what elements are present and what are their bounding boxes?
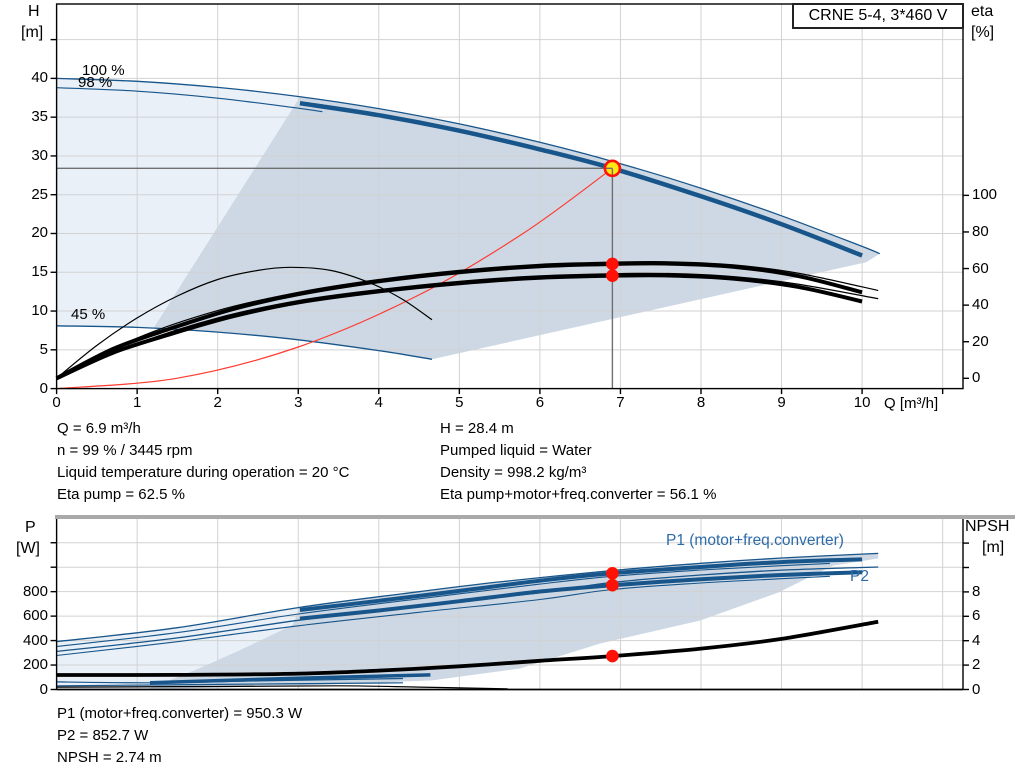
eta-axis-title: eta	[971, 3, 994, 20]
speed-98-label: 98 %	[78, 74, 113, 91]
curve-npsh-45pct	[56, 685, 508, 690]
tick-label: 40	[31, 69, 48, 87]
p2-point	[606, 578, 619, 592]
tick-label: 20	[972, 332, 989, 350]
tick-label: 15	[31, 263, 48, 281]
h-axis-unit: [m]	[21, 24, 44, 41]
tick-label: 100	[972, 186, 998, 204]
power-envelope-light	[56, 607, 300, 690]
curve-p1-45pct-duty	[149, 673, 431, 685]
curve-p1-100pct	[56, 552, 879, 643]
power-envelope-dark	[146, 553, 879, 690]
readout-npsh: NPSH = 2.74 m	[57, 749, 162, 766]
tick-label: 9	[777, 394, 786, 411]
tick-label: 7	[616, 394, 625, 411]
tick-label: 0	[39, 680, 48, 698]
curve-eta-pump	[55, 261, 863, 381]
tick-label: 10	[31, 302, 48, 320]
readout-head: H = 28.4 m	[440, 420, 514, 437]
tick-label: 0	[39, 379, 48, 397]
top-chart-frame	[55, 3, 964, 390]
tick-label: 600	[22, 607, 48, 625]
p1-curve-label: P1 (motor+freq.converter)	[666, 532, 844, 549]
readout-speed: n = 99 % / 3445 rpm	[57, 442, 193, 459]
tick-label: 1	[132, 394, 142, 411]
tick-label: 25	[31, 185, 48, 203]
tick-label: 8	[972, 582, 981, 600]
duty-point-ring	[603, 159, 622, 178]
readout-pumped-liquid: Pumped liquid = Water	[440, 442, 592, 459]
tick-label: 35	[31, 108, 48, 126]
tick-label: 0	[972, 369, 981, 387]
readout-eta-total: Eta pump+motor+freq.converter = 56.1 %	[440, 486, 717, 503]
curve-eta-45pct	[56, 266, 433, 379]
tick-label: 2	[213, 394, 222, 411]
npsh-point	[606, 649, 619, 663]
curve-head-45pct	[56, 325, 433, 360]
eta-total-point	[606, 269, 619, 282]
readout-q: Q = 6.9 m³/h	[57, 420, 141, 437]
readout-eta-pump: Eta pump = 62.5 %	[57, 486, 185, 503]
curve-p2-duty-99pct	[299, 570, 863, 621]
npsh-axis-title: NPSH	[965, 518, 1010, 535]
curve-p1-duty-99pct	[299, 557, 863, 612]
readout-liquid-temp: Liquid temperature during operation = 20…	[57, 464, 350, 481]
chart-separator	[55, 515, 1015, 519]
curve-eta-total	[55, 273, 863, 381]
tick-label: 10	[853, 394, 871, 411]
tick-label: 400	[22, 631, 48, 649]
speed-45-label: 45 %	[71, 306, 106, 323]
curve-p1-45pct-b	[56, 682, 404, 687]
tick-label: 80	[972, 222, 989, 240]
tick-label: 30	[31, 146, 48, 164]
curve-head-100pct	[56, 77, 881, 255]
p1-point	[606, 566, 619, 580]
envelope-dark	[153, 97, 880, 360]
tick-label: 2	[972, 656, 981, 674]
tick-label: 6	[535, 394, 545, 411]
readout-p1: P1 (motor+freq.converter) = 950.3 W	[57, 705, 303, 722]
npsh-axis-unit: [m]	[982, 539, 1005, 556]
q-axis-title: Q [m³/h]	[884, 395, 939, 412]
p-axis-unit: [W]	[16, 540, 40, 557]
p2-curve-label: P2	[850, 568, 869, 585]
curve-head-98pct	[56, 87, 323, 113]
tick-label: 8	[696, 394, 706, 411]
tick-label: 0	[972, 680, 981, 698]
tick-label: 4	[374, 394, 383, 411]
tick-label: 20	[31, 224, 48, 242]
readout-p2: P2 = 852.7 W	[57, 727, 149, 744]
readout-density: Density = 998.2 kg/m³	[440, 464, 587, 481]
curve-p1-98pct	[56, 562, 830, 648]
tick-label: 200	[22, 656, 48, 674]
tick-label: 60	[972, 259, 989, 277]
tick-label: 5	[39, 340, 48, 358]
speed-100-label: 100 %	[82, 62, 125, 79]
eta-pump-point	[606, 257, 619, 271]
tick-label: 6	[972, 607, 981, 625]
envelope-light	[56, 78, 300, 329]
curve-p2-98pct	[56, 575, 830, 657]
pump-model-label: CRNE 5-4, 3*460 V	[792, 3, 964, 29]
tick-label: 5	[455, 394, 464, 411]
h-axis-title: H	[28, 3, 40, 20]
tick-label: 800	[22, 582, 48, 600]
tick-label: 0	[52, 394, 61, 411]
tick-label: 40	[972, 296, 989, 314]
eta-axis-unit: [%]	[971, 24, 995, 41]
curve-npsh	[56, 619, 879, 677]
tick-label: 4	[972, 631, 981, 649]
tick-label: 3	[294, 394, 303, 411]
p-axis-title: P	[25, 519, 36, 536]
curve-head-duty-99pct	[299, 100, 863, 258]
curve-system-curve	[56, 167, 613, 390]
